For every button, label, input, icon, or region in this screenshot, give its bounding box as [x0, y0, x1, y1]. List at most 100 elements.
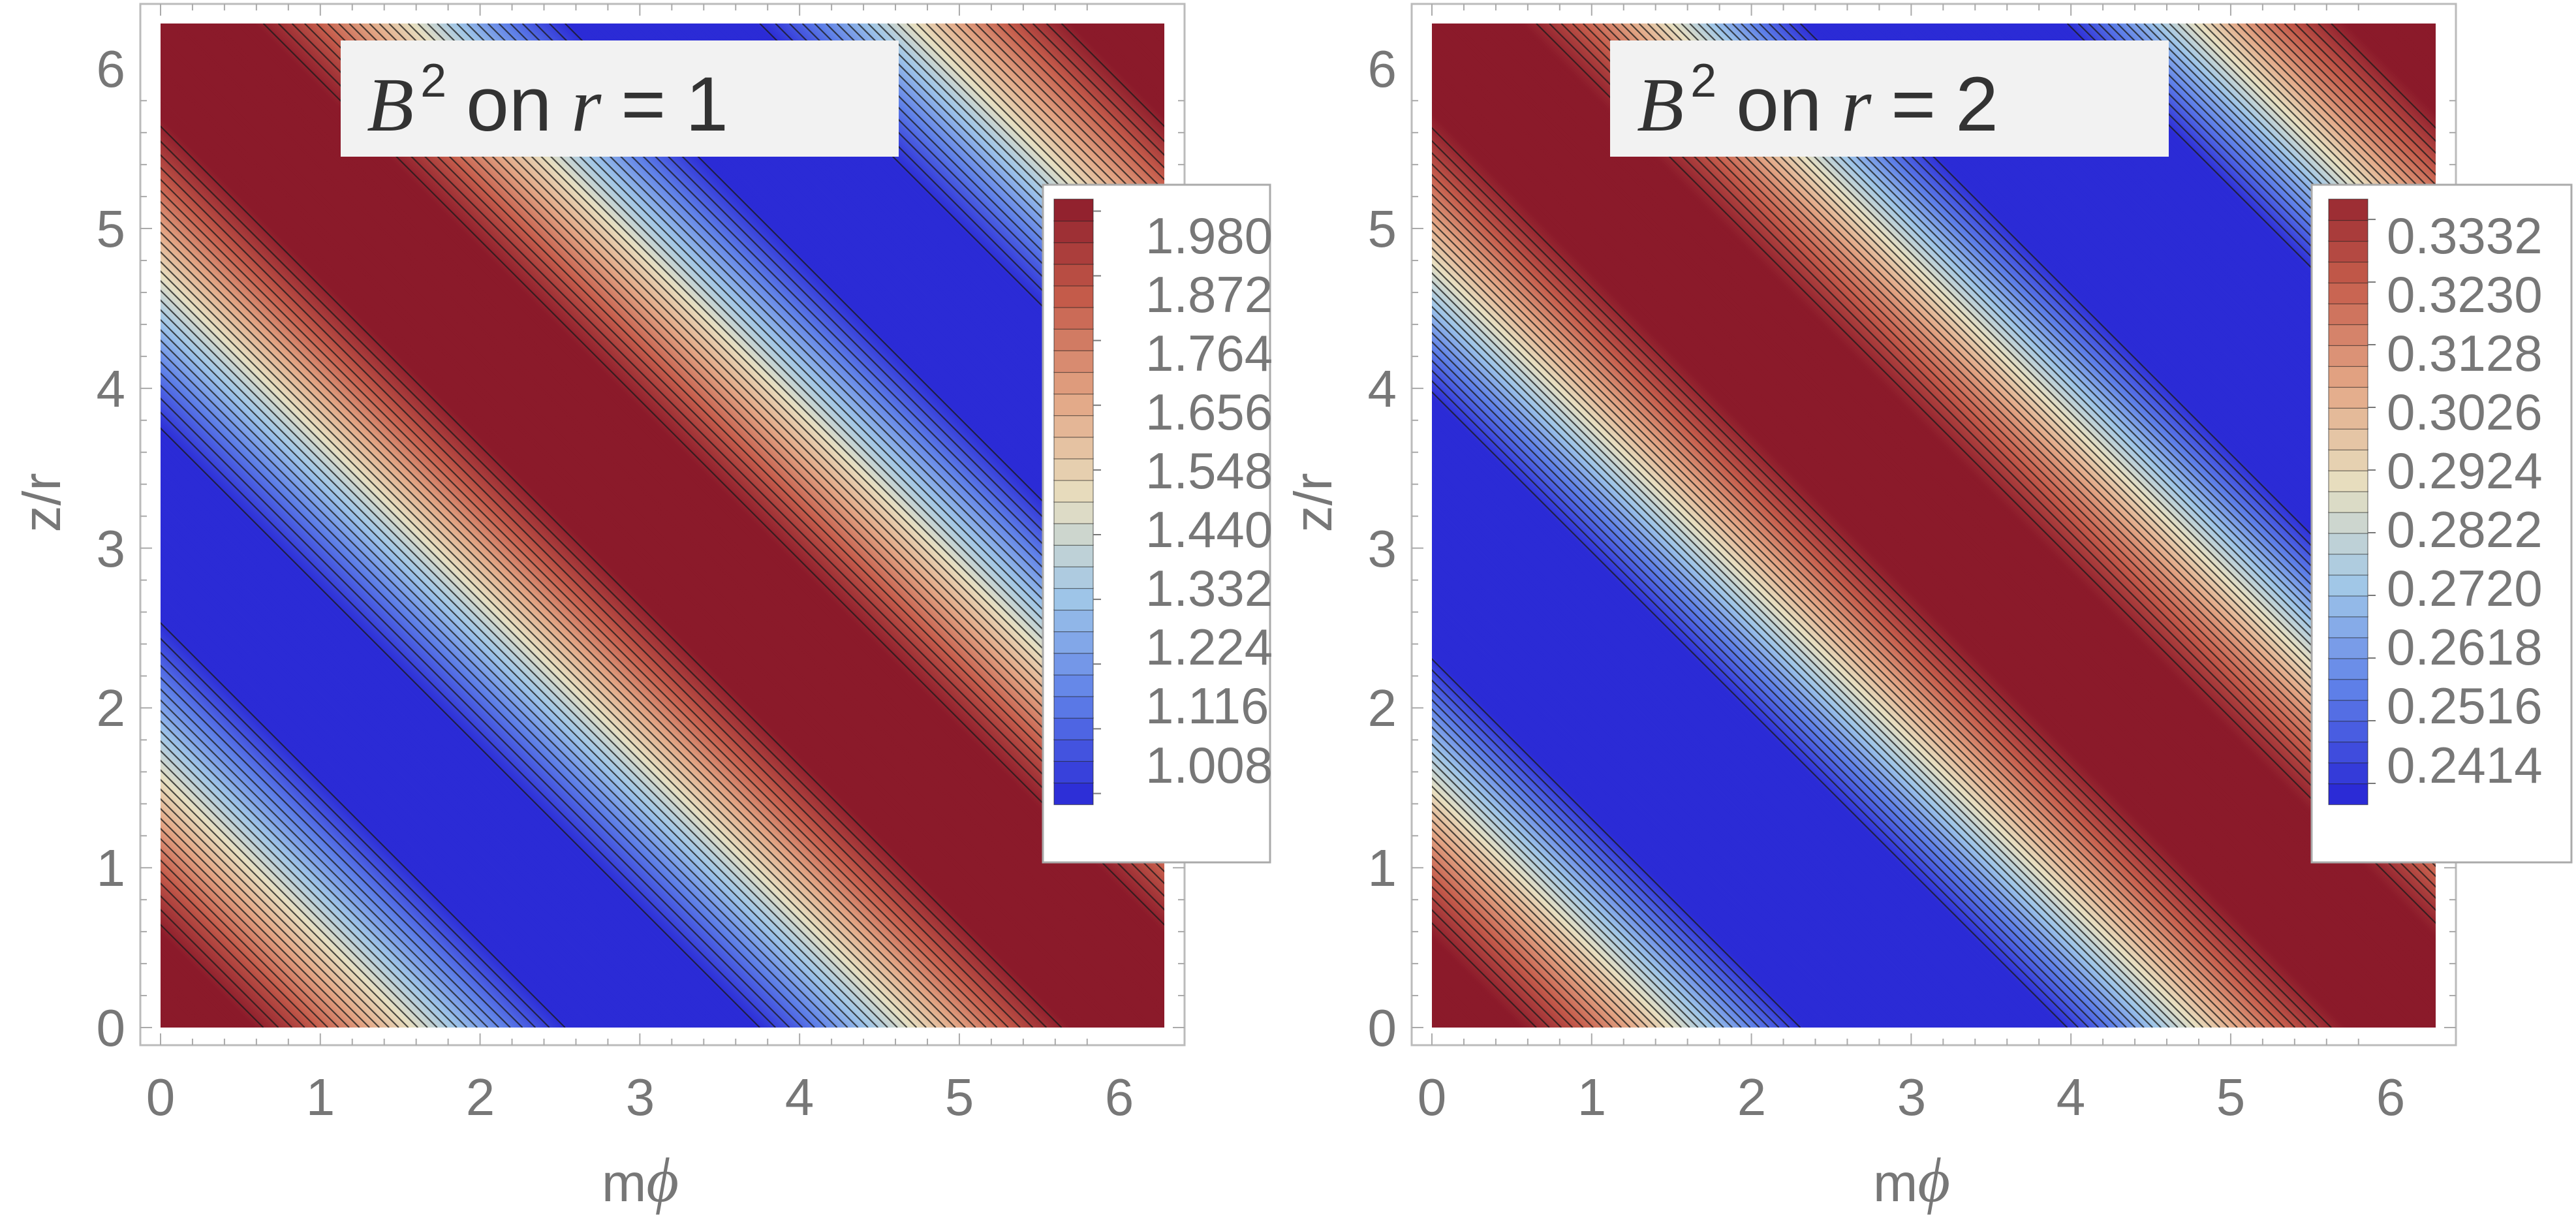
contour-band — [2357, 24, 2436, 102]
contour-band — [1468, 24, 2436, 992]
contour-band — [1744, 24, 2436, 715]
legend-color-swatch — [2328, 345, 2368, 367]
contour-band — [1855, 24, 2436, 604]
contour-band — [1719, 24, 2436, 740]
contour-line — [379, 24, 1164, 810]
contour-band — [835, 24, 1164, 353]
contour-band — [2196, 24, 2436, 264]
contour-line — [161, 189, 998, 1028]
legend-tick-label: 0.2618 — [2387, 618, 2543, 676]
contour-band — [1711, 24, 2436, 749]
title-connector: on — [466, 61, 551, 148]
contour-band — [1627, 24, 2436, 832]
contour-band — [1119, 24, 1164, 69]
contour-line — [161, 838, 350, 1028]
contour-line — [161, 384, 803, 1028]
contour-line — [417, 24, 1164, 772]
contour-band — [570, 24, 1164, 618]
legend-color-swatch — [2328, 240, 2368, 263]
contour-band — [576, 24, 1164, 612]
contour-line — [2117, 24, 2436, 343]
contour-band — [1432, 24, 2436, 1028]
contour-band — [1663, 24, 2436, 796]
contour-line — [535, 24, 1164, 654]
contour-line — [1432, 751, 1707, 1028]
contour-line — [775, 24, 1164, 414]
contour-band — [1610, 24, 2436, 849]
contour-band — [1727, 24, 2436, 732]
contour-band — [414, 24, 1164, 774]
contour-band — [1042, 24, 1164, 146]
contour-band — [1763, 24, 2436, 696]
contour-band — [933, 24, 1164, 255]
contour-band — [325, 24, 1164, 863]
contour-line — [161, 817, 370, 1028]
contour-line — [1432, 174, 2286, 1028]
contour-band — [2162, 24, 2436, 297]
contour-line — [161, 749, 438, 1028]
title-variable: r — [571, 62, 602, 148]
contour-band — [461, 24, 1164, 727]
contour-band — [1117, 24, 1164, 71]
contour-band — [1574, 24, 2436, 886]
contour-band — [1543, 24, 2436, 917]
contour-band — [2371, 24, 2436, 88]
contour-band — [1014, 24, 1164, 174]
contour-band — [1702, 24, 2436, 757]
contour-band — [1922, 24, 2436, 537]
contour-line — [161, 397, 790, 1028]
contour-band — [199, 24, 1164, 989]
contour-band — [1632, 24, 2436, 827]
contour-band — [1557, 24, 2436, 902]
contour-band — [172, 24, 1164, 1016]
contour-band — [1696, 24, 2436, 763]
contour-band — [1694, 24, 2436, 766]
contour-band — [2296, 24, 2436, 163]
contour-band — [258, 24, 1164, 930]
y-tick-label: 5 — [97, 200, 126, 258]
legend-color-swatch — [1053, 652, 1094, 676]
contour-band — [2338, 24, 2436, 121]
contour-line — [161, 270, 918, 1028]
contour-band — [2340, 24, 2436, 119]
contour-band — [548, 24, 1164, 640]
contour-band — [841, 24, 1164, 347]
contour-line — [161, 848, 339, 1028]
contour-line — [466, 24, 1164, 723]
legend-tick-label: 0.2822 — [2387, 501, 2543, 558]
contour-band — [1535, 24, 2436, 924]
contour-band — [2408, 24, 2436, 52]
contour-band — [972, 24, 1164, 216]
contour-line — [161, 676, 511, 1028]
contour-band — [1792, 24, 2436, 668]
contour-band — [946, 24, 1164, 242]
contour-band — [1546, 24, 2436, 913]
contour-band — [1825, 24, 2436, 635]
contour-band — [501, 24, 1164, 687]
contour-band — [2271, 24, 2436, 189]
contour-band — [1161, 24, 1164, 27]
contour-line — [161, 720, 468, 1028]
contour-line — [1432, 140, 2319, 1028]
contour-band — [1658, 24, 2436, 802]
contour-band — [1671, 24, 2436, 788]
contour-line — [1647, 24, 2436, 813]
contour-line — [161, 621, 566, 1028]
contour-band — [604, 24, 1164, 584]
contour-band — [2288, 24, 2436, 172]
contour-band — [1555, 24, 2436, 905]
contour-line — [161, 798, 390, 1028]
y-tick-label: 0 — [1368, 999, 1397, 1057]
contour-band — [1496, 24, 2436, 964]
legend-tick-label: 1.440 — [1145, 501, 1273, 558]
contour-band — [241, 24, 1164, 947]
contour-line — [1768, 24, 2436, 691]
contour-band — [902, 24, 1164, 286]
contour-band — [1524, 24, 2436, 935]
contour-band — [542, 24, 1164, 646]
legend-color-swatch — [2328, 657, 2368, 680]
contour-band — [1878, 24, 2436, 582]
contour-band — [1470, 24, 2436, 989]
contour-band — [2268, 24, 2436, 191]
contour-band — [302, 24, 1164, 886]
